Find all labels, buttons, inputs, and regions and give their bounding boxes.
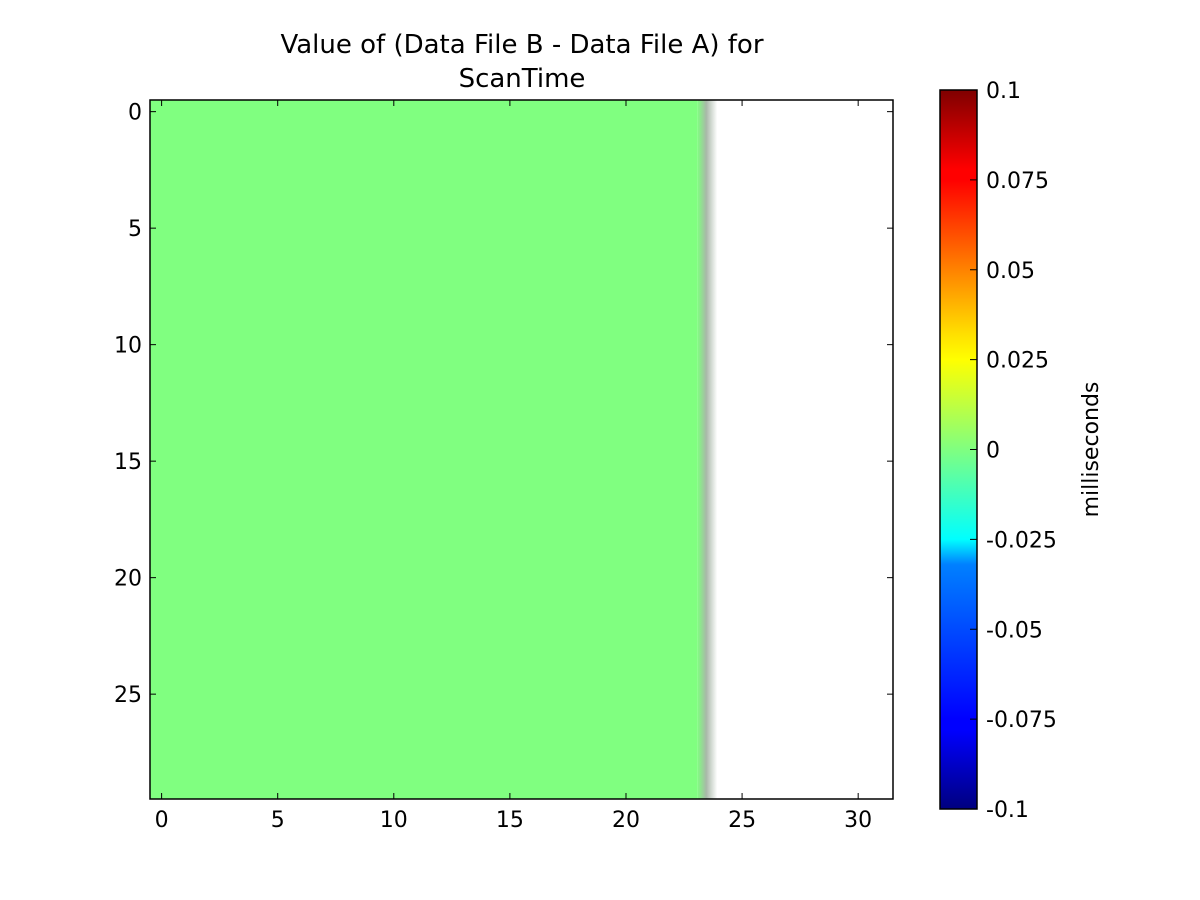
colorbar-tick-label: 0.075	[986, 169, 1049, 194]
colorbar: 0.1 0.075 0.05 0.025 0 -0.025 -0.05 -0.075 -0.1 m…	[939, 79, 1104, 823]
heatmap-plot: 0 5 10 15 20 25 30 0 5 10 15 20 25	[114, 99, 894, 833]
colorbar-tick-label: -0.025	[986, 528, 1057, 553]
y-tick-label: 25	[114, 683, 142, 708]
x-tick-label: 25	[728, 808, 756, 833]
y-tick-label: 10	[114, 334, 142, 359]
colorbar-tick-label: 0.1	[986, 79, 1021, 104]
y-tick-label: 20	[114, 567, 142, 592]
colorbar-label: milliseconds	[1079, 382, 1104, 518]
colorbar-tick-label: 0	[986, 439, 1000, 464]
y-tick-label: 5	[128, 217, 142, 242]
plot-frame	[149, 99, 894, 800]
x-tick-label: 5	[271, 808, 285, 833]
x-tick-label: 30	[844, 808, 872, 833]
colorbar-tick-label: 0.05	[986, 259, 1035, 284]
y-tick-label: 15	[114, 450, 142, 475]
x-tick-label: 0	[155, 808, 169, 833]
colorbar-tick-label: 0.025	[986, 349, 1049, 374]
chart-title-line-2: ScanTime	[458, 64, 586, 94]
chart-title-line-1: Value of (Data File B - Data File A) for	[280, 30, 764, 60]
x-tick-label: 20	[612, 808, 640, 833]
y-tick-label: 0	[128, 101, 142, 126]
colorbar-tick-label: -0.1	[986, 798, 1029, 823]
data-edge	[697, 100, 718, 799]
data-cells	[150, 100, 698, 799]
x-tick-label: 10	[380, 808, 408, 833]
colorbar-tick-label: -0.075	[986, 708, 1057, 733]
colorbar-tick-label: -0.05	[986, 618, 1043, 643]
x-tick-label: 15	[496, 808, 524, 833]
